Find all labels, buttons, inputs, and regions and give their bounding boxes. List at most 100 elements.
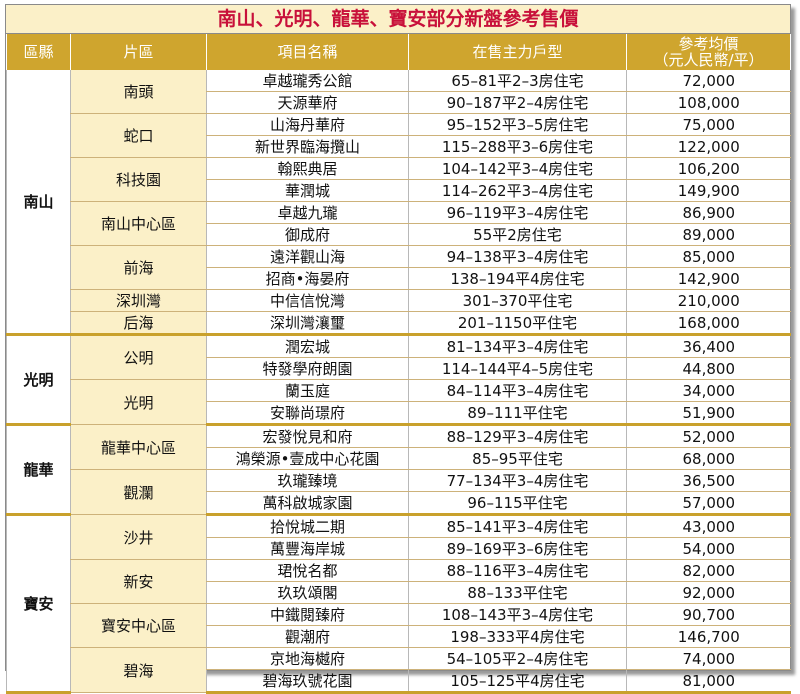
units-cell: 108–143平3–4房住宅 bbox=[408, 603, 627, 626]
table-row: 碧海 京地海樾府 54–105平2–4房住宅 74,000 bbox=[7, 647, 791, 693]
project-cell: 鴻榮源•壹成中心花園 bbox=[206, 447, 409, 470]
area-cell: 寶安中心區 bbox=[70, 603, 207, 648]
price-cell: 34,000 bbox=[626, 379, 791, 402]
units-cell: 115–288平3–6房住宅 bbox=[408, 135, 627, 158]
project-cell: 翰熙典居 bbox=[206, 157, 409, 180]
units-cell: 77–134平3–4房住宅 bbox=[408, 469, 627, 492]
table-row: 南山 南頭 卓越瓏秀公館 65–81平2–3房住宅 72,000 bbox=[6, 70, 791, 336]
project-cell: 蘭玉庭 bbox=[206, 379, 409, 402]
header-units: 在售主力戶型 bbox=[408, 34, 627, 70]
units-cell: 104–142平3–4房住宅 bbox=[408, 157, 627, 180]
price-cell: 106,200 bbox=[626, 157, 791, 180]
project-cell: 玖瓏臻境 bbox=[206, 469, 409, 492]
table-row: 蛇口 山海丹華府 95–152平3–5房住宅 75,000 bbox=[7, 113, 791, 158]
units-cell: 81–134平3–4房住宅 bbox=[408, 334, 627, 358]
area-cell: 觀瀾 bbox=[70, 469, 207, 515]
area-cell: 光明 bbox=[70, 379, 207, 425]
project-cell: 山海丹華府 bbox=[206, 113, 409, 136]
price-cell: 54,000 bbox=[626, 537, 791, 560]
project-cell: 宏發悅見和府 bbox=[206, 424, 409, 448]
project-cell: 安聯尚璟府 bbox=[206, 401, 409, 426]
price-cell: 68,000 bbox=[626, 447, 791, 470]
price-cell: 57,000 bbox=[626, 491, 791, 516]
project-cell: 天源華府 bbox=[206, 91, 409, 114]
price-cell: 210,000 bbox=[626, 289, 791, 312]
project-cell: 萬豐海岸城 bbox=[206, 537, 409, 560]
price-cell: 90,700 bbox=[626, 603, 791, 626]
units-cell: 114–144平4–5房住宅 bbox=[408, 357, 627, 380]
units-cell: 85–141平3–4房住宅 bbox=[408, 514, 627, 538]
units-cell: 95–152平3–5房住宅 bbox=[408, 113, 627, 136]
table-title: 南山、光明、龍華、寶安部分新盤參考售價 bbox=[6, 5, 790, 34]
price-cell: 72,000 bbox=[626, 70, 791, 92]
table-row: 光明 蘭玉庭 84–114平3–4房住宅 34,000 bbox=[7, 379, 791, 425]
table-row: 新世界臨海攬山 115–288平3–6房住宅 122,000 bbox=[7, 135, 791, 158]
price-cell: 149,900 bbox=[626, 179, 791, 202]
area-cell: 沙井 bbox=[70, 514, 207, 560]
table-row: 南山中心區 卓越九瓏 96–119平3–4房住宅 86,900 bbox=[7, 201, 791, 246]
table-row: 后海 深圳灣瀼璽 201–1150平住宅 168,000 bbox=[7, 311, 791, 336]
area-cell: 后海 bbox=[70, 311, 207, 336]
project-cell: 中信信悅灣 bbox=[206, 289, 409, 312]
units-cell: 54–105平2–4房住宅 bbox=[408, 647, 627, 670]
project-cell: 御成府 bbox=[206, 223, 409, 246]
table-row: 鴻榮源•壹成中心花園 85–95平住宅 68,000 bbox=[7, 447, 791, 470]
district-cell: 寶安 bbox=[6, 514, 71, 694]
table-row: 科技園 翰熙典居 104–142平3–4房住宅 106,200 bbox=[7, 157, 791, 202]
price-cell: 43,000 bbox=[626, 514, 791, 538]
header-district: 區縣 bbox=[6, 34, 71, 70]
price-cell: 36,500 bbox=[626, 469, 791, 492]
price-cell: 122,000 bbox=[626, 135, 791, 158]
units-cell: 89–169平3–6房住宅 bbox=[408, 537, 627, 560]
price-cell: 75,000 bbox=[626, 113, 791, 136]
units-cell: 85–95平住宅 bbox=[408, 447, 627, 470]
units-cell: 84–114平3–4房住宅 bbox=[408, 379, 627, 402]
table-row: 前海 遠洋觀山海 94–138平3–4房住宅 85,000 bbox=[7, 245, 791, 290]
project-cell: 新世界臨海攬山 bbox=[206, 135, 409, 158]
table-row: 觀潮府 198–333平4房住宅 146,700 bbox=[7, 625, 791, 648]
project-cell: 碧海玖號花園 bbox=[206, 669, 409, 694]
project-cell: 京地海樾府 bbox=[206, 647, 409, 670]
project-cell: 卓越九瓏 bbox=[206, 201, 409, 224]
units-cell: 94–138平3–4房住宅 bbox=[408, 245, 627, 268]
project-cell: 玖玖頌閣 bbox=[206, 581, 409, 604]
price-cell: 52,000 bbox=[626, 424, 791, 448]
area-cell: 南山中心區 bbox=[70, 201, 207, 246]
units-cell: 88–116平3–4房住宅 bbox=[408, 559, 627, 582]
units-cell: 198–333平4房住宅 bbox=[408, 625, 627, 648]
units-cell: 301–370平住宅 bbox=[408, 289, 627, 312]
project-cell: 遠洋觀山海 bbox=[206, 245, 409, 268]
units-cell: 96–119平3–4房住宅 bbox=[408, 201, 627, 224]
project-cell: 萬科啟城家園 bbox=[206, 491, 409, 516]
table-row: 新安 珺悅名都 88–116平3–4房住宅 82,000 bbox=[7, 559, 791, 604]
table-row: 御成府 55平2房住宅 89,000 bbox=[7, 223, 791, 246]
units-cell: 55平2房住宅 bbox=[408, 223, 627, 246]
table-row: 玖玖頌閣 88–133平住宅 92,000 bbox=[7, 581, 791, 604]
header-price-line1: 參考均價 bbox=[678, 35, 739, 53]
project-cell: 拾悅城二期 bbox=[206, 514, 409, 538]
header-price-line2: （元人民幣/平） bbox=[653, 51, 764, 69]
project-cell: 觀潮府 bbox=[206, 625, 409, 648]
table-row: 天源華府 90–187平2–4房住宅 108,000 bbox=[7, 91, 791, 114]
price-table: 區縣 片區 項目名稱 在售主力戶型 參考均價 （元人民幣/平） 南山 南頭 卓越瓏秀… bbox=[6, 34, 791, 694]
project-cell: 華潤城 bbox=[206, 179, 409, 202]
units-cell: 90–187平2–4房住宅 bbox=[408, 91, 627, 114]
district-cell: 龍華 bbox=[6, 424, 71, 516]
table-row: 華潤城 114–262平3–4房住宅 149,900 bbox=[7, 179, 791, 202]
area-cell: 新安 bbox=[70, 559, 207, 604]
header-area: 片區 bbox=[70, 34, 207, 70]
project-cell: 潤宏城 bbox=[206, 334, 409, 358]
price-cell: 142,900 bbox=[626, 267, 791, 290]
project-cell: 卓越瓏秀公館 bbox=[206, 70, 409, 92]
price-cell: 89,000 bbox=[626, 223, 791, 246]
area-cell: 蛇口 bbox=[70, 113, 207, 158]
table-row: 光明 公明 潤宏城 81–134平3–4房住宅 36,400 bbox=[6, 334, 791, 426]
table-row: 安聯尚璟府 89–111平住宅 51,900 bbox=[7, 401, 791, 426]
price-cell: 74,000 bbox=[626, 647, 791, 670]
table-row: 招商•海晏府 138–194平4房住宅 142,900 bbox=[7, 267, 791, 290]
price-cell: 85,000 bbox=[626, 245, 791, 268]
price-cell: 146,700 bbox=[626, 625, 791, 648]
project-cell: 招商•海晏府 bbox=[206, 267, 409, 290]
units-cell: 114–262平3–4房住宅 bbox=[408, 179, 627, 202]
district-cell: 光明 bbox=[6, 334, 71, 426]
